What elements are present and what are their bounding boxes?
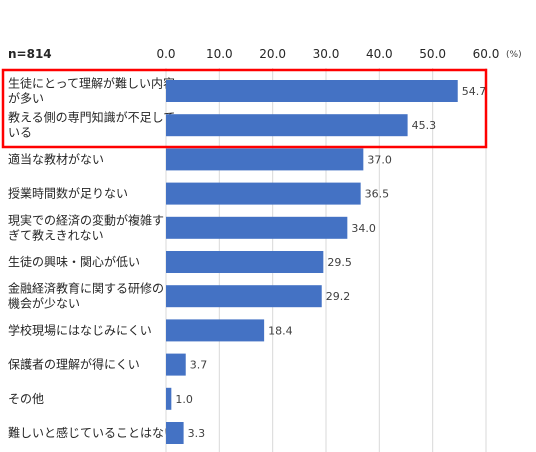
bar: [166, 353, 186, 376]
data-label: 36.5: [365, 188, 390, 201]
data-label: 18.4: [268, 324, 293, 337]
unit-label: (%): [506, 50, 522, 60]
data-label: 29.5: [327, 256, 352, 269]
highlight-box: [1, 68, 488, 149]
category-label: 保護者の理解が得にくい: [8, 357, 140, 372]
x-tick-label: 50.0: [419, 47, 446, 61]
category-labels: 生徒にとって理解が難しい内容が多い教える側の専門知識が不足している適当な教材がな…: [8, 76, 176, 441]
bar: [166, 148, 364, 171]
bar: [166, 80, 458, 102]
category-label: 適当な教材がない: [8, 151, 104, 166]
bar: [166, 319, 265, 342]
x-axis-ticks: 0.0 10.0 20.0 30.0 40.0 50.0 60.0: [156, 47, 499, 61]
bar: [166, 422, 184, 444]
category-label: 教える側の専門知識が不足して: [8, 110, 175, 125]
bars: [166, 80, 458, 444]
x-tick-label: 30.0: [313, 47, 340, 61]
data-label: 37.0: [367, 153, 392, 166]
bar: [166, 251, 324, 273]
category-label: 難しいと感じていることはない: [8, 425, 176, 440]
bar: [166, 285, 322, 308]
x-tick-label: 20.0: [259, 47, 286, 61]
category-label: が多い: [8, 91, 44, 106]
category-label: 機会が少ない: [8, 296, 80, 311]
category-label: 生徒にとって理解が難しい内容: [8, 76, 175, 91]
data-label: 3.7: [190, 359, 208, 372]
category-label: 生徒の興味・関心が低い: [8, 254, 140, 269]
category-label: 金融経済教育に関する研修の: [8, 281, 164, 296]
data-label: 45.3: [412, 119, 437, 132]
x-tick-label: 10.0: [206, 47, 233, 61]
bar: [166, 387, 172, 410]
category-label: 現実での経済の変動が複雑す: [8, 212, 164, 227]
category-label: ぎて教えきれない: [8, 227, 104, 242]
data-label: 54.7: [462, 85, 487, 98]
category-label: いる: [8, 126, 32, 140]
data-label: 3.3: [188, 427, 206, 440]
bar: [166, 114, 408, 137]
data-label: 34.0: [351, 222, 376, 235]
bar: [166, 182, 361, 205]
value-labels: 54.7 45.3 37.0 36.5 34.0 29.5 29.2 18.4 3.7 1.0 3.…: [175, 85, 486, 440]
category-label: 学校現場にはなじみにくい: [8, 322, 152, 337]
data-label: 29.2: [326, 290, 351, 303]
x-tick-label: 40.0: [366, 47, 393, 61]
category-label: 授業時間数が足りない: [8, 186, 128, 201]
data-label: 1.0: [175, 393, 193, 406]
x-tick-label: 60.0: [473, 47, 500, 61]
bar: [166, 216, 348, 239]
sample-size-label: n=814: [8, 47, 52, 61]
x-tick-label: 0.0: [156, 47, 175, 61]
category-label: その他: [8, 392, 44, 406]
